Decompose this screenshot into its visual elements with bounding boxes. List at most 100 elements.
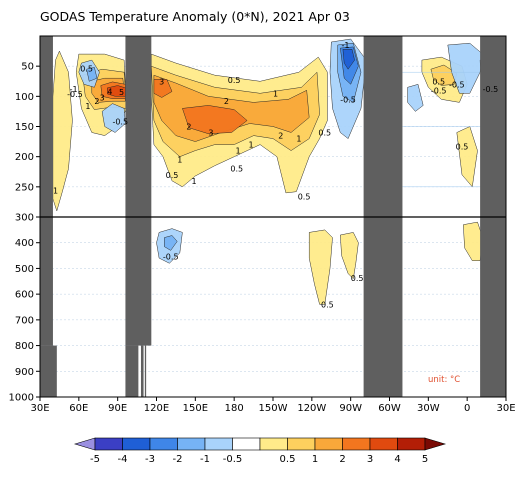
contour-label: 2 [278,132,283,141]
colorbar: -5 -4 -3 -2 -1 -0.5 0.5 1 2 3 4 5 [73,437,447,465]
contour-label: 1 [273,89,278,98]
colorbar-label: 3 [367,454,373,465]
colorbar-label: 4 [394,454,400,465]
contour-label: 1 [177,156,182,165]
y-tick-label: 700 [15,315,34,326]
contour-label: 0.5 [318,129,331,138]
x-tick-label: 150W [259,403,288,414]
land-mask [40,345,57,397]
x-tick-label: 30W [417,403,440,414]
y-tick-label: 50 [21,62,34,73]
x-tick-label: 30E [496,403,515,414]
x-tick-label: 90E [108,403,127,414]
anomaly-region [153,79,173,98]
contour-label: 4 [107,88,112,97]
contour-label: 0.5 [230,165,243,174]
contour-label: 1 [191,177,196,186]
contour-label: 0.5 [321,300,334,309]
colorbar-arrow [73,437,96,451]
x-tick-label: 30E [30,403,49,414]
x-axis: 30E 60E 90E 120E 150E 180 150W 120W 90W 60W 30W 0 30… [30,397,516,414]
contour-label: -0.5 [431,86,447,95]
colorbar-box [259,437,288,451]
anomaly-region [340,232,359,279]
contour-label: -0.5 [67,90,83,99]
anomaly-region [86,67,98,82]
anomaly-region [430,64,458,86]
y-tick-label: 600 [15,290,34,301]
colorbar-label: -5 [90,454,100,465]
colorbar-box [397,437,426,451]
contour-label: 5 [119,88,124,97]
land-mask [140,345,144,397]
contour-label: -0.5 [340,95,356,104]
contour-label: 0.5 [298,192,311,201]
contour-label: -0.5 [163,253,179,262]
colorbar-box [342,437,371,451]
contour-label: 2 [186,123,191,132]
anomaly-field [52,38,496,305]
unit-label: unit: °C [428,375,460,385]
contour-label: -0.5 [449,80,465,89]
chart-title: GODAS Temperature Anomaly (0*N), 2021 Ap… [40,9,350,24]
anomaly-region [463,221,483,261]
contour-label: 3 [159,77,164,86]
x-tick-label: 90W [339,403,362,414]
anomaly-region [164,235,178,251]
anomaly-region [456,126,478,188]
contour-label: 0.5 [432,77,445,86]
anomaly-region [107,85,126,97]
x-tick-label: 150E [183,403,208,414]
colorbar-box [204,437,233,451]
colorbar-label: 2 [339,454,345,465]
x-tick-label: 0 [464,403,470,414]
colorbar-box [314,437,343,451]
contour-label: -1 [70,85,78,94]
colorbar-box [177,437,206,451]
contour-label: 3 [100,94,105,103]
colorbar-box [94,437,123,451]
y-tick-label: 800 [15,341,34,352]
contour-label: 1 [53,186,58,195]
colorbar-arrow [424,437,447,451]
land-mask [125,36,152,346]
x-tick-label: 60W [378,403,401,414]
contour-label: 0.5 [351,274,364,283]
x-tick-label: 60E [69,403,88,414]
y-tick-label: 300 [15,213,34,224]
y-tick-label: 400 [15,238,34,249]
colorbar-box [232,437,261,451]
contour-label: 1 [296,135,301,144]
anomaly-region [447,42,483,94]
colorbar-label: -0.5 [223,454,243,465]
anomaly-region [407,84,424,112]
land-mask [40,36,53,346]
x-tick-label: 120W [297,403,326,414]
anomaly-region [101,103,126,133]
colorbar-label: 1 [312,454,318,465]
contour-label: 1 [85,102,90,111]
contour-label: 0.5 [166,171,179,180]
anomaly-region [182,105,248,134]
colorbar-box [122,437,151,451]
colorbar-label: -1 [200,454,210,465]
colorbar-label: 0.5 [280,454,296,465]
colorbar-box [149,437,178,451]
anomaly-region [308,229,333,305]
y-tick-label: 500 [15,264,34,275]
land-mask [125,345,139,397]
colorbar-label: 5 [422,454,428,465]
contour-label: -0.5 [112,118,128,127]
colorbar-box [287,437,316,451]
anomaly-region [342,49,355,70]
contour-label: 0.5 [80,65,93,74]
contour-label: 2 [94,97,99,106]
y-axis: 50 100 150 200 250 300 400 500 600 700 800 900 1000 [9,62,40,404]
y-tick-label: 100 [15,92,34,103]
contour-label: 2 [224,97,229,106]
y-tick-label: 1000 [9,393,34,404]
x-tick-label: 120E [144,403,169,414]
